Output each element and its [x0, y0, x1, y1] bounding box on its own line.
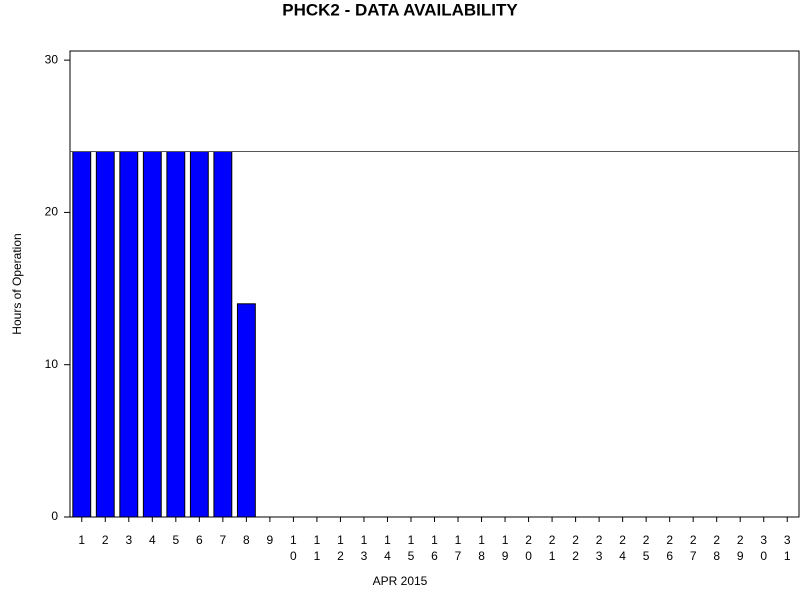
x-tick-label: 9	[267, 533, 274, 547]
x-tick-label: 4	[149, 533, 156, 547]
bar	[95, 151, 115, 518]
bar	[236, 303, 256, 518]
x-tick-label: 5	[172, 533, 179, 547]
bar	[213, 151, 233, 518]
x-tick-label: 2	[102, 533, 109, 547]
x-tick-label: 3	[125, 533, 132, 547]
x-tick-label: 7	[220, 533, 227, 547]
y-axis-title: Hours of Operation	[10, 233, 24, 334]
y-tick-label: 0	[51, 509, 58, 523]
y-tick-label: 20	[45, 205, 59, 219]
x-tick-label: 1	[78, 533, 85, 547]
bar	[119, 151, 139, 518]
x-tick-label: 6	[196, 533, 203, 547]
y-tick-label: 30	[45, 52, 59, 66]
bar	[72, 151, 92, 518]
x-tick-label: 8	[243, 533, 250, 547]
bar	[189, 151, 209, 518]
bar	[166, 151, 186, 518]
y-tick-label: 10	[45, 357, 59, 371]
bar	[142, 151, 162, 518]
x-axis-title: APR 2015	[373, 574, 428, 588]
chart-title: PHCK2 - DATA AVAILABILITY	[282, 0, 518, 19]
